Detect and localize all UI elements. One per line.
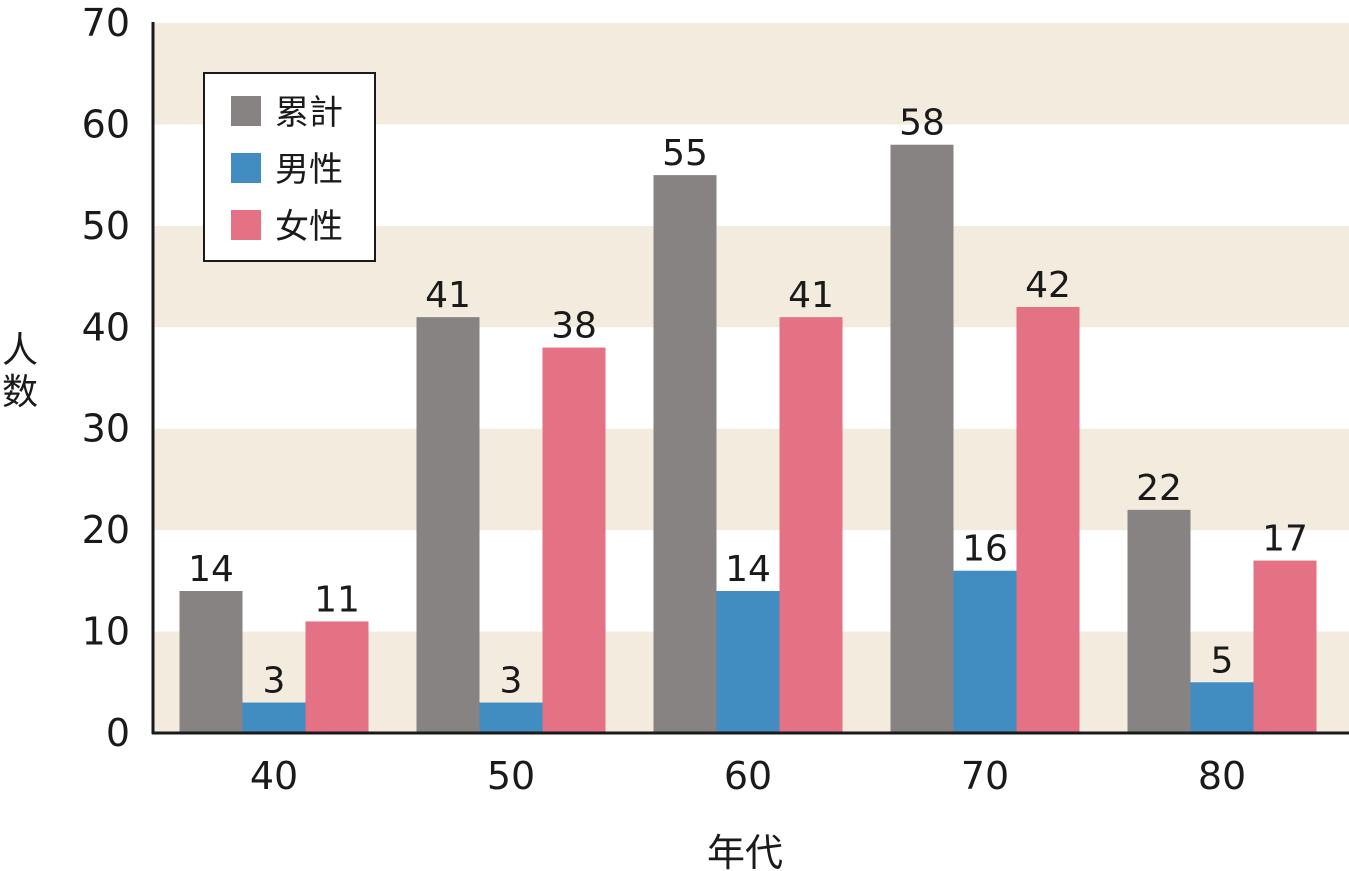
- data-label: 16: [962, 529, 1008, 570]
- bar-男性-70: [953, 570, 1017, 733]
- y-tick-label: 10: [82, 610, 130, 654]
- y-tick-labels: 0 10 20 30 40 50 60 70: [82, 1, 130, 755]
- data-label: 55: [662, 133, 708, 174]
- bar-男性-40: [242, 702, 306, 733]
- data-label: 14: [725, 549, 771, 590]
- legend-swatch-icon: [231, 153, 261, 183]
- data-label: 41: [425, 275, 471, 316]
- legend-label: 累計: [275, 93, 343, 133]
- grid-band: [154, 327, 1349, 429]
- x-tick-labels: 40 50 60 70 80: [250, 754, 1246, 798]
- data-label: 38: [551, 306, 597, 347]
- legend-swatch-icon: [231, 96, 261, 126]
- x-axis-title: 年代: [707, 831, 783, 871]
- bar-女性-50: [542, 347, 606, 733]
- bar-女性-80: [1253, 560, 1317, 733]
- data-label: 3: [263, 661, 286, 702]
- y-axis-title: 人 数: [2, 330, 38, 413]
- svg-text:数: 数: [2, 372, 38, 413]
- y-tick-label: 20: [82, 508, 130, 552]
- bar-累計-50: [416, 317, 480, 733]
- bar-女性-40: [305, 621, 369, 733]
- y-tick-label: 50: [82, 204, 130, 248]
- data-label: 5: [1211, 640, 1234, 681]
- data-label: 14: [188, 549, 234, 590]
- data-labels: 14 3 11 41 3 38 55 14 41 58 16 42 22 5 17: [188, 103, 1308, 702]
- y-tick-label: 0: [106, 711, 130, 755]
- legend-label: 女性: [275, 207, 343, 247]
- bar-男性-80: [1190, 682, 1254, 733]
- data-label: 58: [899, 103, 945, 144]
- bars: [179, 144, 1317, 734]
- svg-text:人: 人: [2, 330, 38, 371]
- data-label: 11: [314, 579, 360, 620]
- bar-累計-60: [653, 175, 717, 734]
- bar-男性-60: [716, 591, 780, 733]
- data-label: 17: [1262, 519, 1308, 560]
- y-tick-label: 30: [82, 407, 130, 451]
- bar-累計-80: [1127, 509, 1191, 733]
- x-tick-label: 70: [961, 754, 1009, 798]
- bar-累計-70: [890, 144, 954, 733]
- x-tick-label: 50: [487, 754, 535, 798]
- bar-女性-70: [1016, 307, 1080, 733]
- y-tick-label: 60: [82, 102, 130, 146]
- y-tick-label: 40: [82, 305, 130, 349]
- y-tick-label: 70: [82, 1, 130, 45]
- x-tick-label: 60: [724, 754, 772, 798]
- x-tick-label: 80: [1198, 754, 1246, 798]
- x-tick-label: 40: [250, 754, 298, 798]
- legend-swatch-icon: [231, 210, 261, 240]
- data-label: 22: [1136, 468, 1182, 509]
- bar-女性-60: [779, 317, 843, 733]
- data-label: 3: [500, 661, 523, 702]
- data-label: 42: [1025, 265, 1071, 306]
- axes: [151, 22, 1349, 735]
- bar-男性-50: [479, 702, 543, 733]
- bar-累計-40: [179, 591, 243, 733]
- data-label: 41: [788, 275, 834, 316]
- legend-label: 男性: [275, 150, 343, 190]
